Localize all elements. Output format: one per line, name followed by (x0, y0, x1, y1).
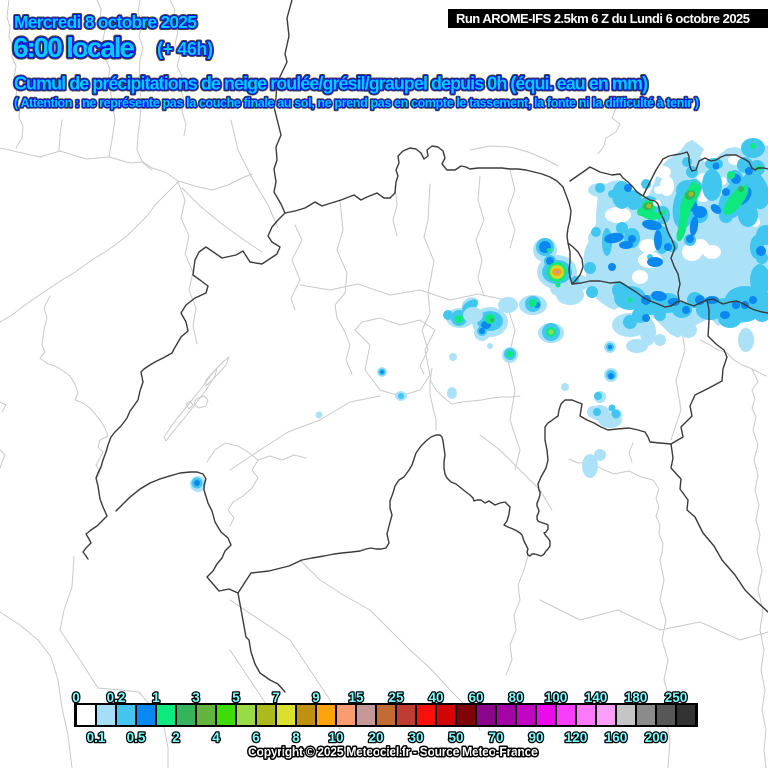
svg-text:30: 30 (408, 730, 423, 745)
svg-text:Copyright © 2025 Meteociel.fr: Copyright © 2025 Meteociel.fr - Source M… (248, 745, 538, 759)
svg-text:0.5: 0.5 (127, 730, 146, 745)
svg-text:60: 60 (468, 690, 483, 705)
svg-text:Mercredi 8 octobre 2025: Mercredi 8 octobre 2025 (14, 12, 197, 32)
svg-text:7: 7 (272, 690, 280, 705)
svg-text:50: 50 (448, 730, 463, 745)
svg-text:3: 3 (192, 690, 200, 705)
svg-text:100: 100 (545, 690, 568, 705)
svg-text:1: 1 (152, 690, 160, 705)
svg-text:8: 8 (292, 730, 300, 745)
svg-text:Cumul de précipitations de nei: Cumul de précipitations de neige roulée/… (14, 74, 648, 94)
svg-text:10: 10 (328, 730, 343, 745)
svg-text:250: 250 (665, 690, 688, 705)
svg-text:Run AROME-IFS 2.5km 6 Z du Lun: Run AROME-IFS 2.5km 6 Z du Lundi 6 octob… (456, 11, 750, 26)
svg-text:(+ 46h): (+ 46h) (157, 39, 213, 59)
svg-text:( Attention : ne représente pa: ( Attention : ne représente pas la couch… (14, 96, 699, 110)
svg-text:140: 140 (585, 690, 608, 705)
svg-text:20: 20 (368, 730, 383, 745)
svg-text:0: 0 (72, 690, 80, 705)
svg-text:120: 120 (565, 730, 588, 745)
svg-text:Mercredi 8 octobre 2025: Mercredi 8 octobre 2025 (14, 12, 197, 32)
svg-text:160: 160 (605, 730, 628, 745)
svg-text:0.1: 0.1 (87, 730, 106, 745)
svg-text:40: 40 (428, 690, 443, 705)
svg-text:5: 5 (232, 690, 240, 705)
svg-text:4: 4 (212, 730, 220, 745)
svg-text:90: 90 (528, 730, 543, 745)
svg-text:( Attention : ne représente pa: ( Attention : ne représente pas la couch… (14, 96, 699, 110)
svg-text:0.2: 0.2 (107, 690, 126, 705)
svg-text:80: 80 (508, 690, 523, 705)
svg-text:180: 180 (625, 690, 648, 705)
svg-text:6:00 locale: 6:00 locale (13, 32, 135, 63)
svg-text:200: 200 (645, 730, 668, 745)
svg-text:15: 15 (348, 690, 364, 705)
svg-text:(+ 46h): (+ 46h) (157, 39, 213, 59)
svg-text:70: 70 (488, 730, 503, 745)
svg-text:6: 6 (252, 730, 260, 745)
svg-text:2: 2 (172, 730, 180, 745)
svg-text:6:00 locale: 6:00 locale (13, 32, 135, 63)
svg-text:9: 9 (312, 690, 320, 705)
svg-text:25: 25 (388, 690, 404, 705)
svg-text:Cumul de précipitations de nei: Cumul de précipitations de neige roulée/… (14, 74, 648, 94)
